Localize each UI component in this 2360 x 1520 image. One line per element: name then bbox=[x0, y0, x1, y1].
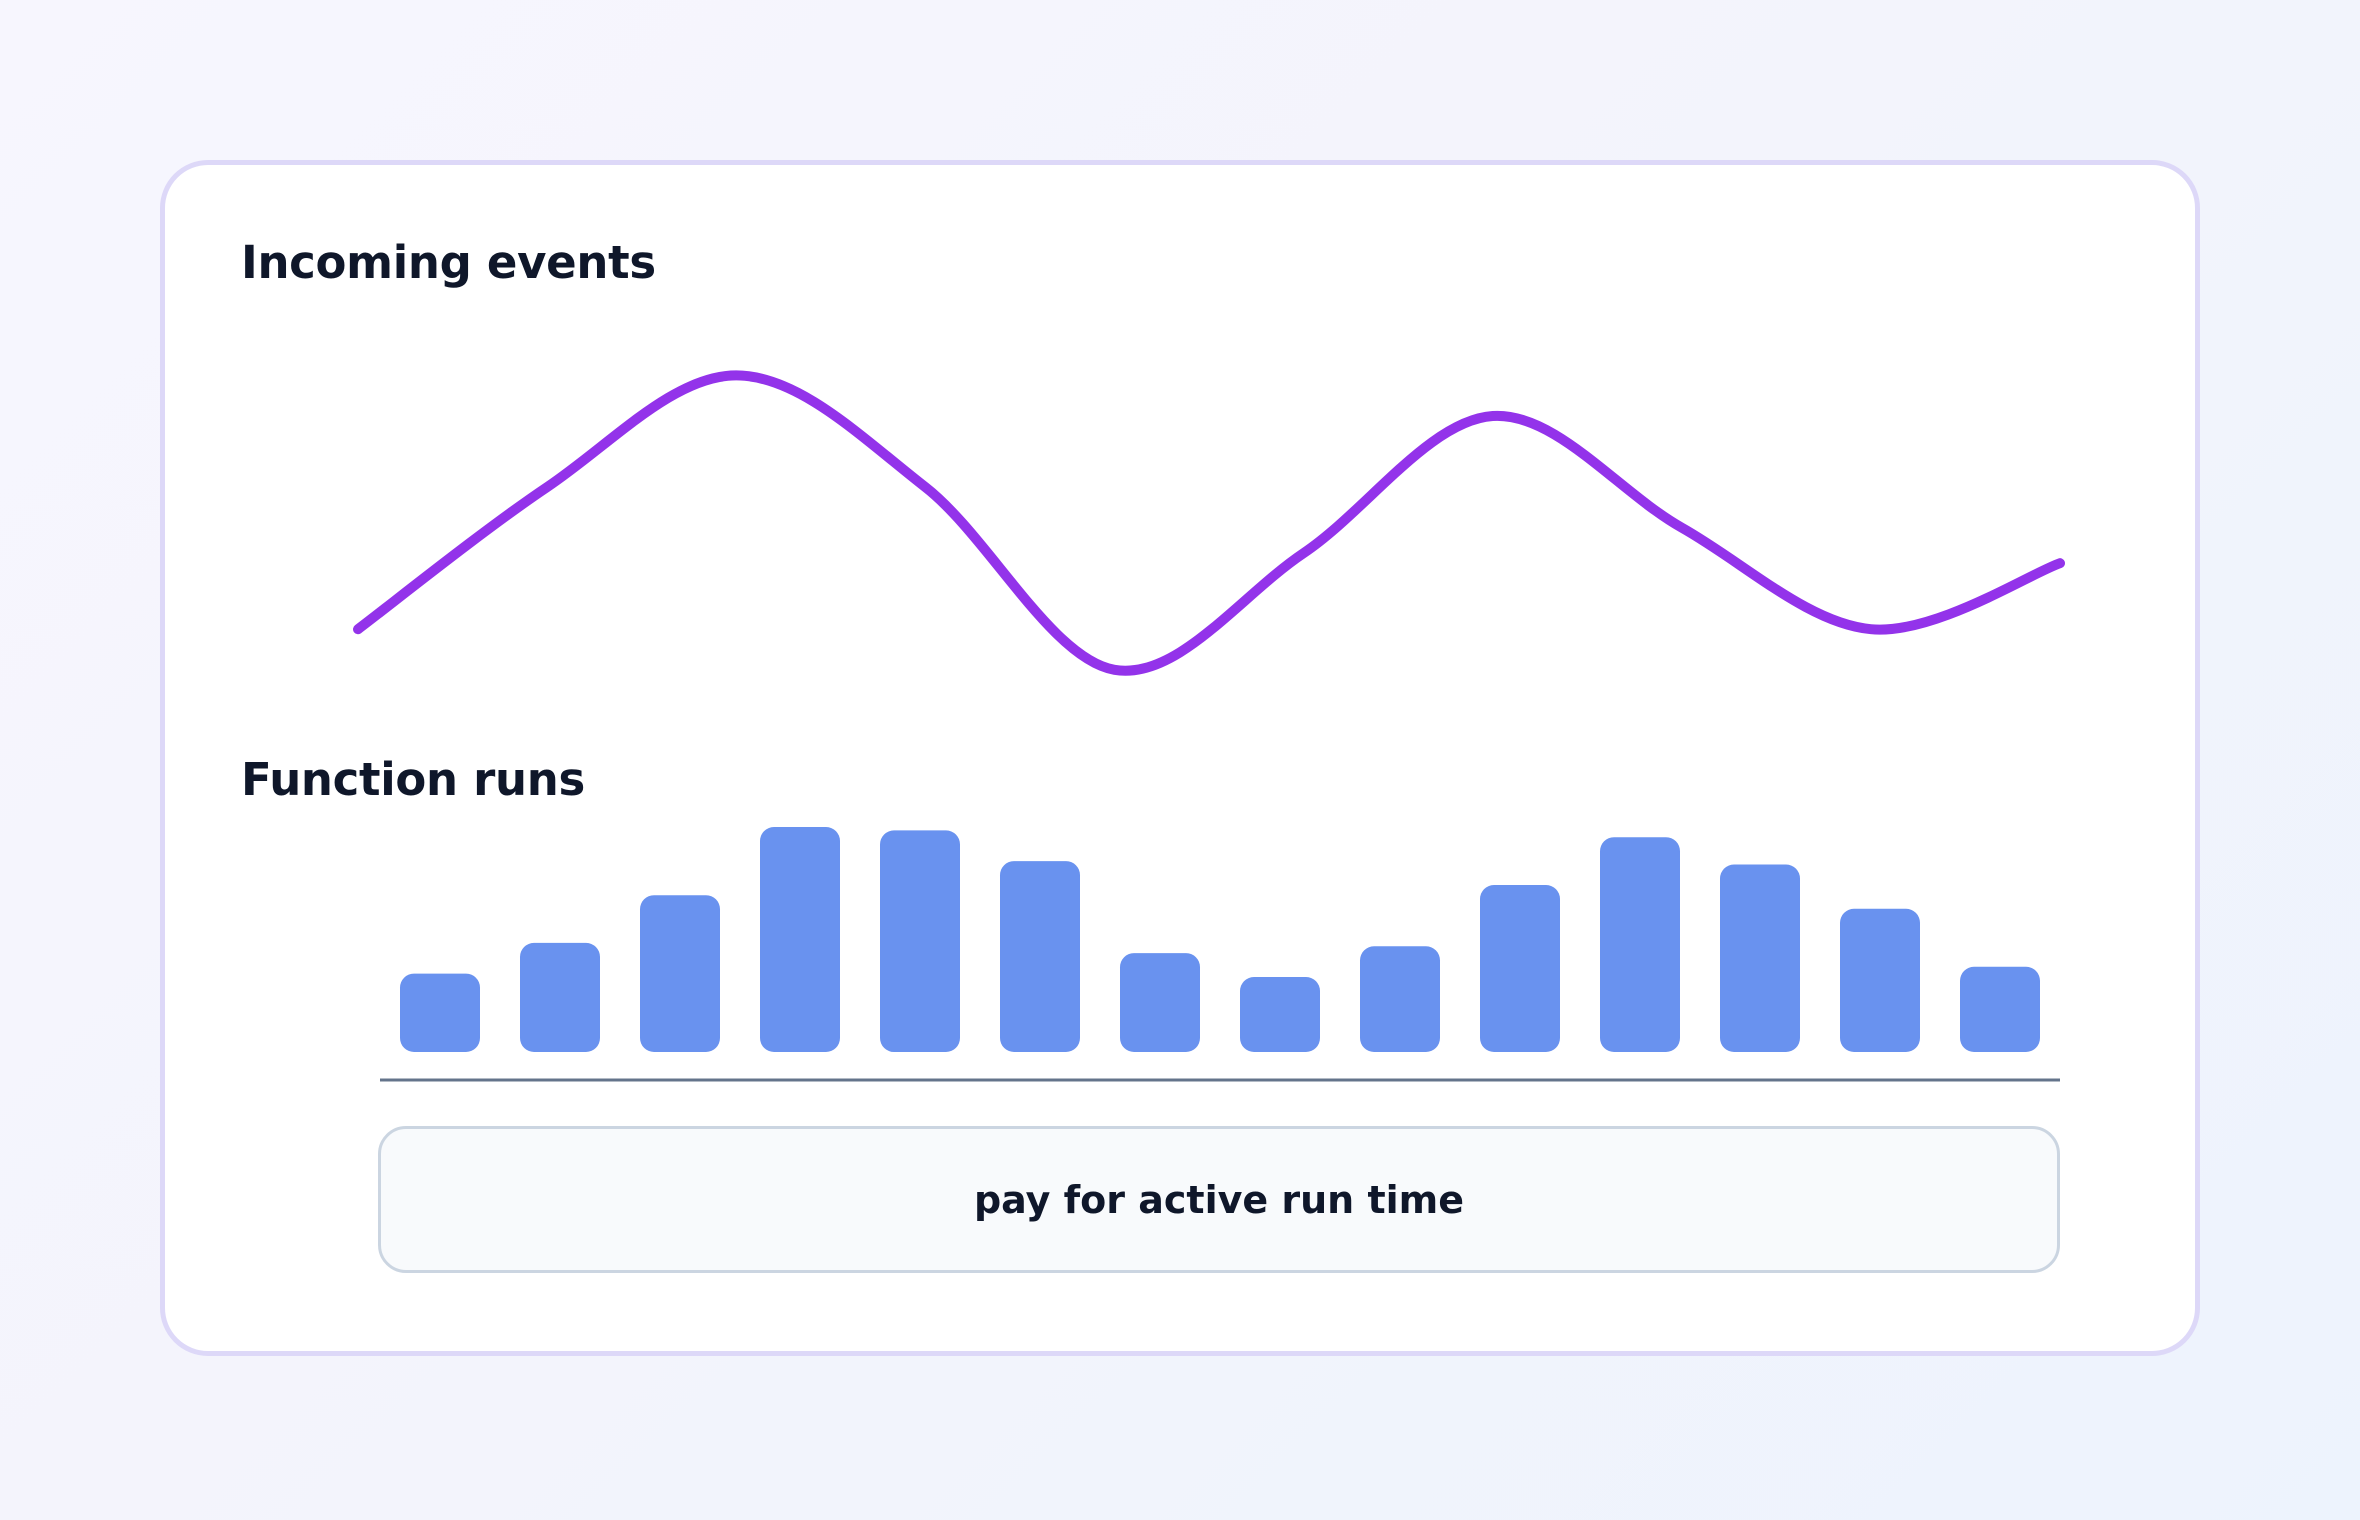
function-runs-bar bbox=[1720, 864, 1800, 1052]
function-runs-title: Function runs bbox=[241, 753, 585, 806]
function-runs-bar bbox=[1840, 908, 1920, 1052]
function-runs-bar bbox=[1360, 946, 1440, 1052]
function-runs-bar bbox=[880, 830, 960, 1052]
incoming-events-title: Incoming events bbox=[241, 236, 656, 289]
function-runs-bar bbox=[1480, 885, 1560, 1052]
incoming-events-line-chart bbox=[353, 370, 2065, 676]
function-runs-bar bbox=[1600, 837, 1680, 1052]
function-runs-bar-chart bbox=[380, 827, 2060, 1082]
function-runs-bar bbox=[760, 827, 840, 1052]
function-runs-bar bbox=[520, 942, 600, 1052]
function-runs-bar bbox=[400, 973, 480, 1052]
incoming-events-series-line bbox=[353, 370, 2065, 676]
function-runs-bar bbox=[1240, 977, 1320, 1052]
function-runs-bar bbox=[1000, 861, 1080, 1052]
function-runs-bar bbox=[1960, 966, 2040, 1052]
function-runs-bar bbox=[1120, 953, 1200, 1052]
pricing-note-text: pay for active run time bbox=[973, 1177, 1465, 1222]
pricing-note-box: pay for active run time bbox=[378, 1126, 2060, 1273]
function-runs-bar bbox=[640, 895, 720, 1052]
